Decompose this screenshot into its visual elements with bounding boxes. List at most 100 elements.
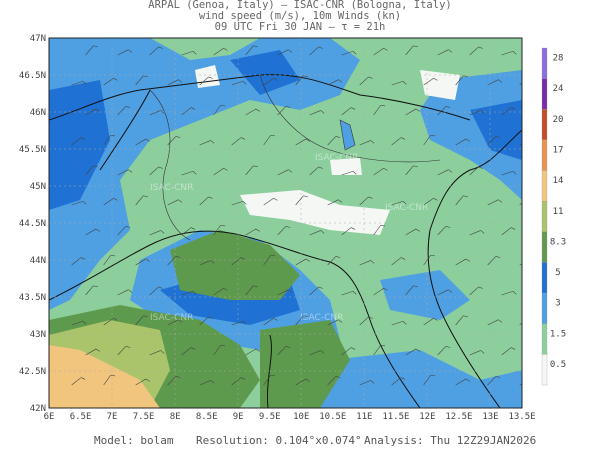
latitude-axis: 47N 46.5N 46N 45.5N 45N 44.5N 44N 43.5N 43N 42.5N… <box>19 34 46 414</box>
colorbar-label: 24 <box>553 84 564 94</box>
wind-barb <box>469 110 485 116</box>
wind-barb <box>423 134 436 146</box>
colorbar-label: 11 <box>553 207 564 217</box>
wind-barb <box>103 374 116 386</box>
wind-barb <box>149 350 165 356</box>
wind-barb <box>373 224 386 236</box>
wind-barb <box>455 315 468 326</box>
lon-tick-label: 9E <box>233 412 244 422</box>
colorbar-segment <box>541 139 548 171</box>
wind-barb <box>487 256 501 266</box>
wind-barb <box>263 197 278 206</box>
lon-tick-label: 6.5E <box>70 412 92 422</box>
wind-barb <box>309 46 323 56</box>
wind-barb <box>245 285 258 296</box>
wind-barb <box>245 165 258 176</box>
colorbar: 0.5 1.5 3 5 8.3 11 14 17 20 24 28 <box>541 47 566 386</box>
wind-barb <box>309 286 323 296</box>
watermarks: ISAC-CNR ISAC-CNR ISAC-CNR ISAC-CNR ISAC… <box>150 153 428 323</box>
wind-barb <box>405 45 418 56</box>
wind-barb <box>469 230 485 236</box>
lat-tick-label: 42N <box>30 404 46 414</box>
wind-barb <box>405 348 420 356</box>
wind-barb <box>373 287 388 296</box>
wind-barb <box>149 110 165 116</box>
wind-barb <box>117 49 133 56</box>
wind-barb <box>263 317 278 326</box>
lon-tick-label: 8.5E <box>196 412 218 422</box>
wind-barb <box>167 376 181 386</box>
lon-tick-label: 10E <box>293 412 309 422</box>
wind-barb <box>309 230 325 236</box>
wind-barb <box>373 47 388 56</box>
wind-barb <box>469 286 483 296</box>
lon-tick-label: 8E <box>170 412 181 422</box>
colorbar-segment <box>541 262 548 294</box>
wind-barb <box>181 347 196 356</box>
graticule <box>49 38 522 408</box>
wind-barb <box>71 80 87 86</box>
wind-barb <box>149 230 165 236</box>
colorbar-segment <box>541 201 548 232</box>
model-label: Model: bolam <box>94 434 174 447</box>
wind-barb <box>71 320 87 326</box>
wind-barb <box>455 258 470 266</box>
wind-barb <box>487 199 503 206</box>
wind-barb <box>149 46 163 56</box>
header-title-line3: 09 UTC Fri 30 JAN — τ = 21h <box>214 21 386 33</box>
wind-barb <box>85 228 100 236</box>
lon-tick-label: 10.5E <box>319 412 346 422</box>
colorbar-label: 20 <box>553 115 564 125</box>
wind-barb <box>469 350 485 356</box>
wind-barb <box>85 285 98 296</box>
wind-barb <box>277 289 293 296</box>
wind-barb <box>213 104 226 116</box>
wind-barb <box>213 47 228 56</box>
lat-tick-label: 45N <box>30 182 46 192</box>
map-frame <box>48 37 523 409</box>
wind-barb <box>135 258 150 266</box>
borders <box>149 74 441 241</box>
wind-barb <box>263 374 276 386</box>
wind-barb <box>181 227 196 236</box>
lon-tick-label: 9.5E <box>259 412 281 422</box>
wind-barb <box>341 227 356 236</box>
wind-barb <box>309 350 325 356</box>
wind-barb <box>135 75 148 86</box>
wind-barb <box>295 315 308 326</box>
wind-barb <box>391 80 407 86</box>
colorbar-label: 5 <box>555 268 560 278</box>
colorbar-label: 17 <box>553 146 564 156</box>
wind-barb <box>327 256 341 266</box>
colorbar-label: 28 <box>553 54 564 64</box>
wind-barb <box>501 290 517 296</box>
wind-barb <box>423 374 436 386</box>
colorbar-segment <box>541 231 548 263</box>
wind-barb <box>199 196 213 206</box>
wind-barb <box>469 46 483 56</box>
wind-barb <box>437 289 453 296</box>
colorbar-segment <box>541 354 548 386</box>
wind-barb <box>423 77 438 86</box>
wind-barb <box>263 254 276 266</box>
wind-barb <box>437 49 453 56</box>
wind-barb <box>245 228 260 236</box>
wind-barb <box>71 200 87 206</box>
colorbar-segment <box>541 78 548 110</box>
wind-barb <box>199 76 213 86</box>
wind-barb <box>391 137 406 146</box>
watermark: ISAC-CNR <box>315 153 358 163</box>
wind-barb <box>213 167 228 176</box>
wind-barb <box>391 257 406 266</box>
analysis-label: Analysis: Thu 12Z29JAN2026 <box>364 434 537 447</box>
wind-barb <box>487 319 503 326</box>
wind-barb <box>167 79 183 86</box>
wind-barb <box>103 197 118 206</box>
wind-barb <box>405 285 418 296</box>
wind-barb <box>117 169 133 176</box>
wind-barb <box>327 79 343 86</box>
lon-tick-label: 13.5E <box>508 412 535 422</box>
wind-barb <box>149 166 163 176</box>
wind-barb <box>71 257 86 266</box>
